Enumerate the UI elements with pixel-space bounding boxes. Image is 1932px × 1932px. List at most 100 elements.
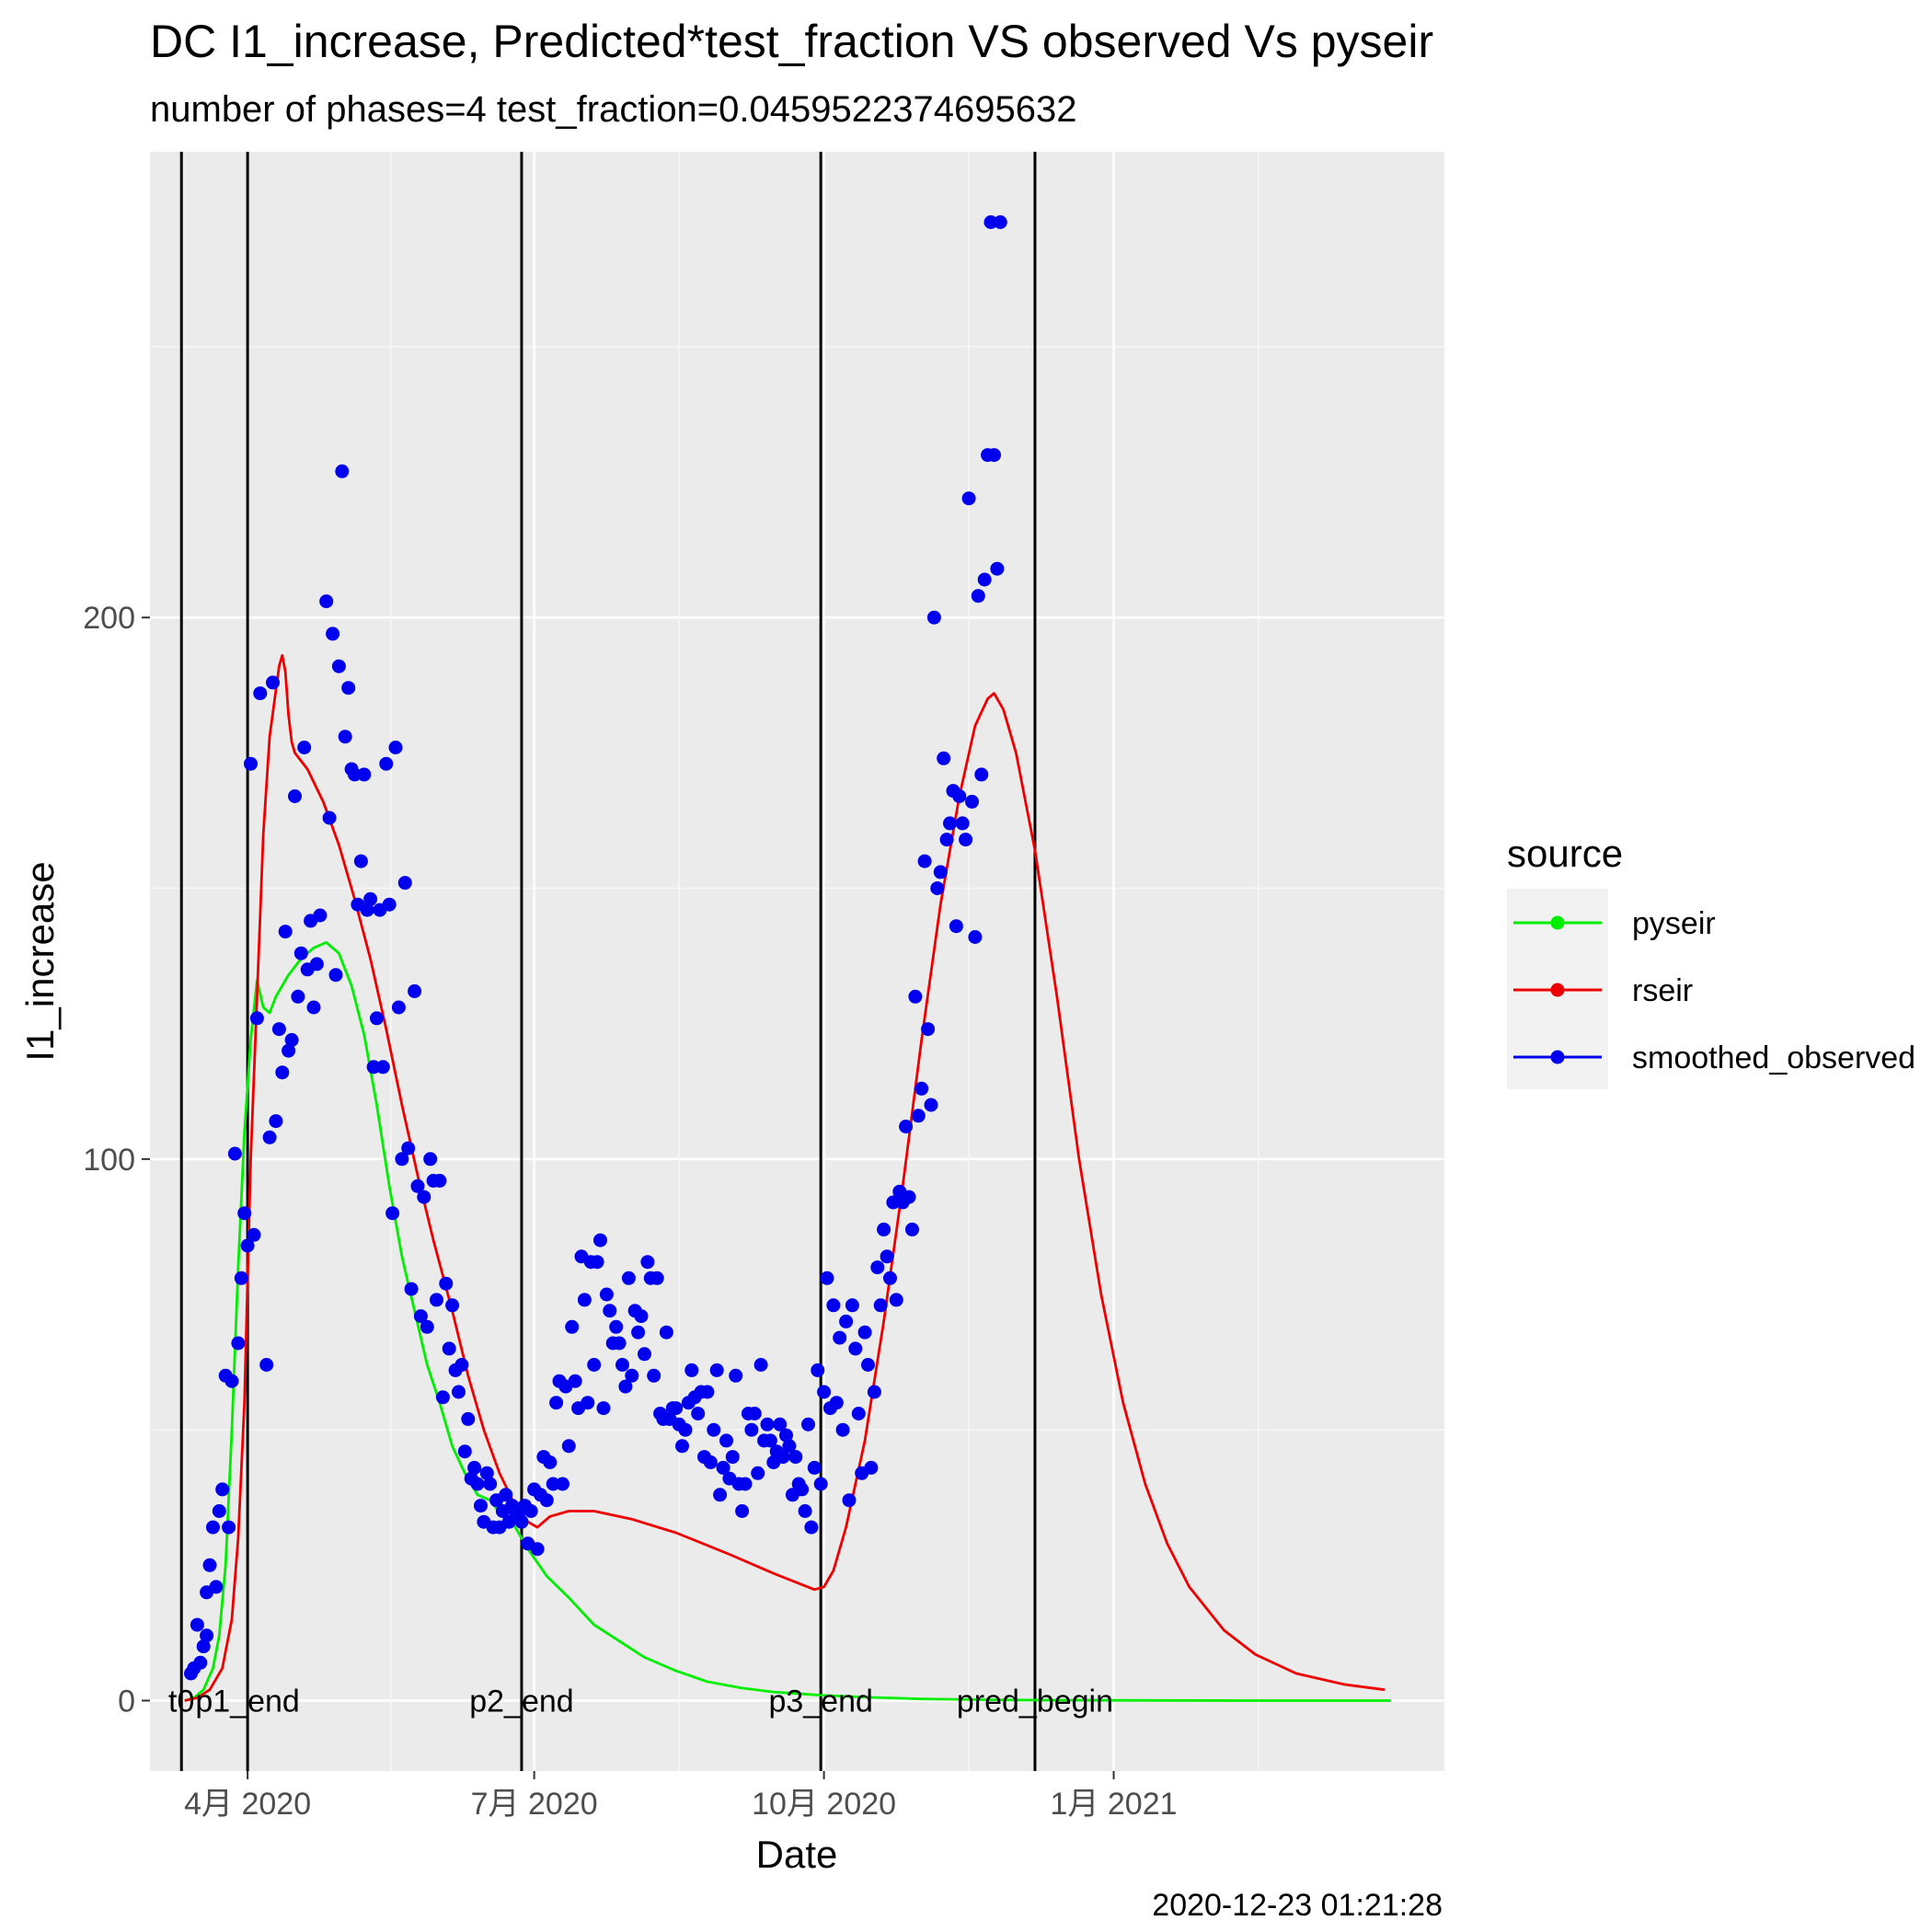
observed-point — [924, 1098, 938, 1112]
x-axis-title: Date — [756, 1833, 838, 1876]
observed-point — [530, 1542, 545, 1557]
observed-point — [659, 1325, 673, 1340]
observed-point — [873, 1298, 888, 1313]
observed-point — [413, 1309, 428, 1324]
x-tick-label: 10月 2020 — [752, 1787, 896, 1822]
y-tick-label: 100 — [83, 1143, 135, 1178]
observed-point — [678, 1422, 693, 1437]
x-tick-label: 1月 2021 — [1051, 1787, 1178, 1822]
observed-point — [430, 1293, 443, 1307]
observed-point — [546, 1477, 560, 1491]
observed-point — [288, 789, 302, 803]
observed-point — [959, 833, 973, 847]
observed-point — [650, 1271, 664, 1285]
observed-point — [193, 1655, 208, 1670]
observed-point — [234, 1271, 248, 1285]
observed-point — [439, 1276, 454, 1291]
observed-point — [870, 1260, 885, 1275]
observed-point — [231, 1336, 246, 1351]
observed-point — [291, 989, 305, 1004]
x-tick-label: 4月 2020 — [184, 1787, 311, 1822]
plot-panel — [150, 152, 1444, 1771]
observed-point — [937, 751, 951, 765]
observed-point — [899, 1120, 914, 1133]
observed-point — [457, 1444, 472, 1459]
observed-point — [640, 1255, 655, 1270]
observed-point — [744, 1422, 759, 1437]
observed-point — [993, 215, 1007, 229]
observed-point — [335, 464, 350, 478]
observed-point — [835, 1422, 850, 1437]
observed-point — [926, 610, 941, 625]
observed-point — [949, 919, 963, 934]
observed-point — [603, 1304, 617, 1318]
observed-point — [237, 1206, 252, 1221]
observed-point — [961, 491, 976, 506]
observed-point — [417, 1190, 431, 1204]
observed-point — [842, 1493, 857, 1508]
observed-point — [319, 594, 334, 609]
legend-key-point — [1550, 983, 1565, 997]
observed-point — [968, 930, 983, 944]
timestamp-caption: 2020-12-23 01:21:28 — [1152, 1888, 1443, 1923]
observed-point — [420, 1319, 434, 1334]
observed-point — [297, 741, 312, 754]
observed-point — [729, 1368, 743, 1383]
observed-point — [719, 1433, 733, 1448]
observed-point — [200, 1628, 214, 1643]
observed-point — [328, 968, 343, 983]
observed-point — [293, 946, 308, 960]
observed-point — [539, 1493, 554, 1508]
phase-label-p1-end: p1_end — [195, 1684, 299, 1719]
observed-point — [914, 1081, 929, 1096]
observed-point — [423, 1152, 438, 1167]
observed-point — [326, 627, 340, 641]
observed-point — [523, 1504, 538, 1518]
observed-point — [224, 1374, 239, 1388]
observed-point — [684, 1363, 699, 1377]
observed-point — [609, 1319, 624, 1334]
observed-point — [647, 1368, 661, 1383]
observed-point — [401, 1141, 416, 1156]
observed-point — [691, 1407, 706, 1420]
observed-point — [222, 1520, 236, 1535]
observed-point — [700, 1385, 715, 1399]
observed-point — [908, 989, 923, 1004]
observed-point — [747, 1407, 762, 1420]
observed-point — [432, 1173, 447, 1188]
observed-point — [262, 1130, 277, 1144]
x-tick-label: 7月 2020 — [471, 1787, 598, 1822]
observed-point — [738, 1477, 753, 1491]
observed-point — [952, 789, 967, 803]
observed-point — [933, 865, 948, 880]
observed-point — [388, 741, 403, 754]
observed-point — [313, 908, 328, 923]
observed-point — [735, 1504, 750, 1518]
observed-point — [867, 1385, 881, 1399]
observed-point — [196, 1639, 211, 1654]
observed-point — [905, 1222, 919, 1236]
observed-point — [788, 1450, 803, 1465]
observed-point — [902, 1190, 916, 1204]
legend-key-point — [1550, 915, 1565, 930]
y-axis-title: I1_increase — [18, 861, 62, 1061]
observed-point — [353, 854, 368, 868]
observed-point — [479, 1466, 494, 1480]
observed-point — [857, 1325, 872, 1340]
observed-point — [625, 1368, 639, 1383]
legend-label-rseir: rseir — [1632, 973, 1693, 1008]
observed-point — [820, 1271, 834, 1285]
observed-point — [776, 1450, 790, 1465]
observed-point — [612, 1336, 627, 1351]
observed-point — [965, 794, 979, 809]
y-tick-label: 0 — [118, 1684, 135, 1719]
y-tick-label: 200 — [83, 601, 135, 636]
observed-point — [760, 1417, 775, 1432]
observed-point — [669, 1401, 684, 1416]
observed-point — [499, 1488, 513, 1502]
observed-point — [795, 1482, 810, 1497]
observed-point — [798, 1504, 812, 1518]
observed-point — [322, 811, 337, 825]
observed-point — [209, 1580, 224, 1594]
observed-point — [309, 957, 324, 972]
